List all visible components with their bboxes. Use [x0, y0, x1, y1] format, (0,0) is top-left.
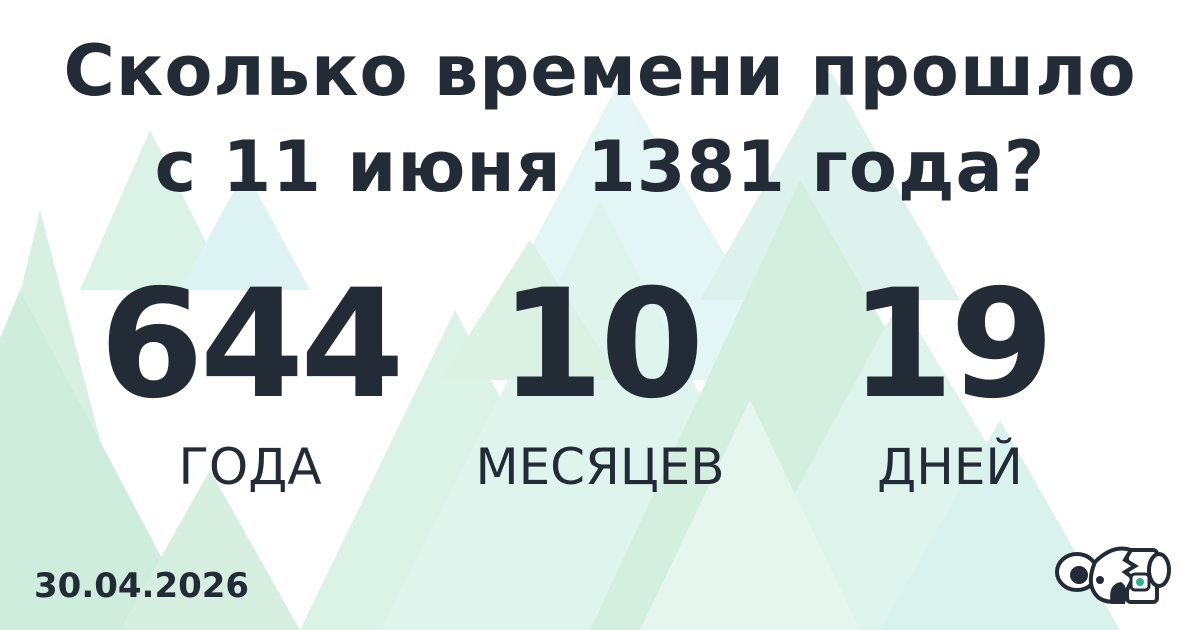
days-value: 19 — [849, 258, 1055, 432]
page-title-line-1: Сколько времени прошло — [63, 30, 1137, 112]
page-title-line-2: с 11 июня 1381 года? — [154, 126, 1046, 208]
years-value: 644 — [99, 258, 404, 432]
days-label: ДНЕЙ — [877, 438, 1023, 496]
current-date: 30.04.2026 — [34, 566, 250, 606]
years-label: ГОДА — [178, 438, 322, 496]
koala-robot-logo-icon — [1055, 546, 1171, 604]
months-value: 10 — [499, 258, 705, 432]
months-label: МЕСЯЦЕВ — [475, 438, 725, 496]
